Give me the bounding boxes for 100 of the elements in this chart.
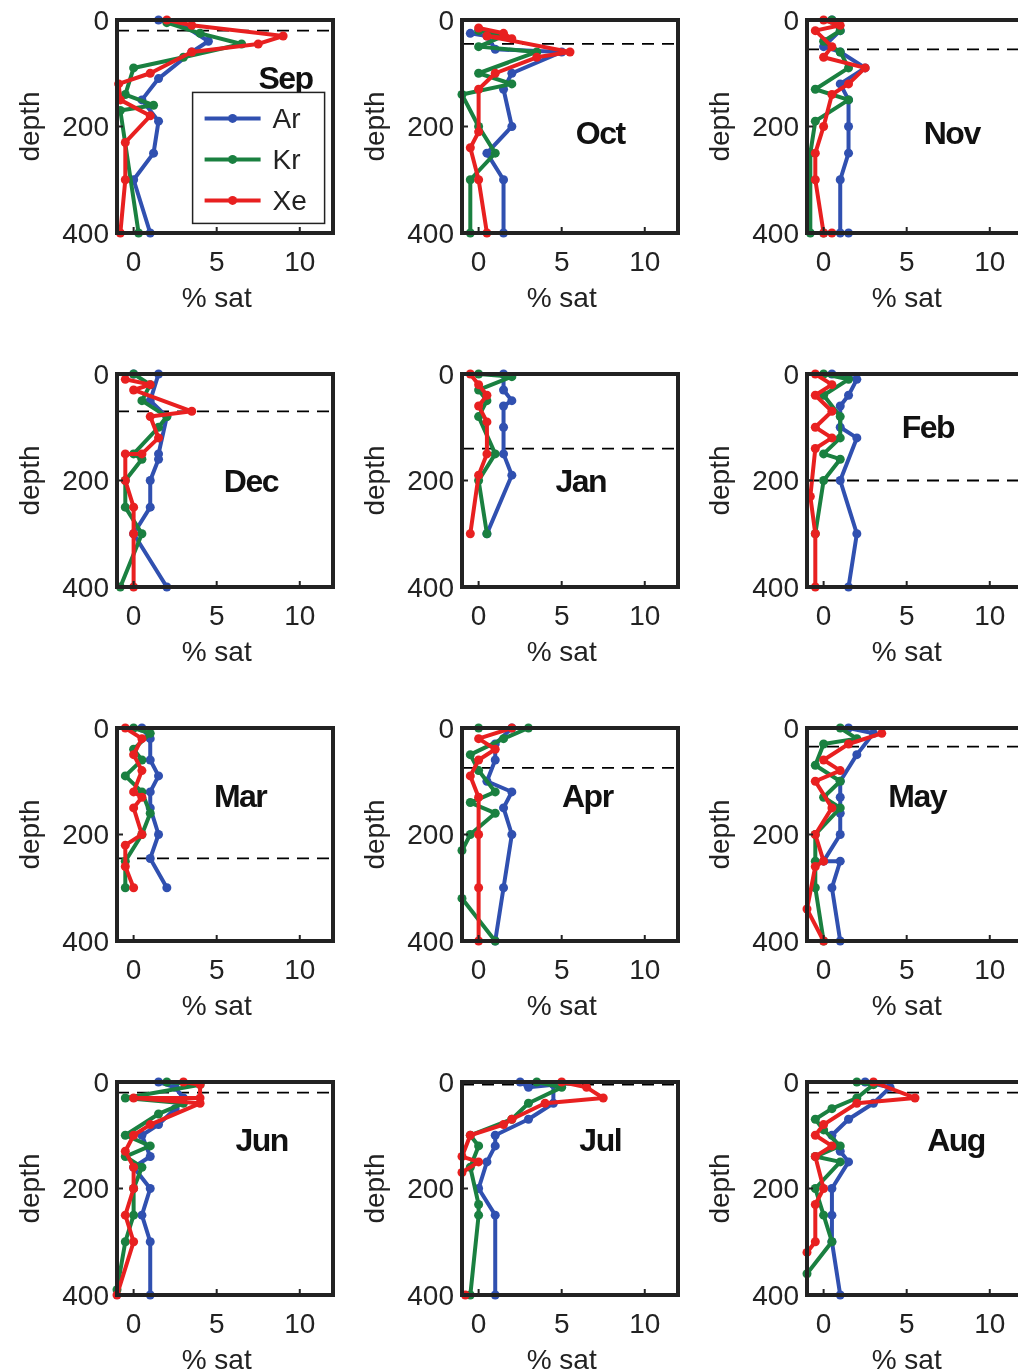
y-tick-label: 400 <box>62 217 109 249</box>
y-axis-title: depth <box>359 799 390 870</box>
x-tick-label: 0 <box>470 246 487 277</box>
y-axis-title: depth <box>14 799 45 870</box>
text: Mar <box>213 778 268 815</box>
y-axis-title: depth <box>704 445 735 516</box>
x-tick-label: 10 <box>284 954 316 985</box>
x-tick-label: 10 <box>974 954 1006 985</box>
x-tick-label: 0 <box>815 954 832 985</box>
x-axis-title: % sat <box>526 1344 597 1371</box>
x-tick-label: 10 <box>284 246 316 277</box>
y-tick-label: 400 <box>752 217 799 249</box>
y-tick-label: 0 <box>93 358 109 390</box>
y-tick-label: 400 <box>407 1279 454 1311</box>
y-tick-label: 0 <box>93 712 109 744</box>
y-tick-label: 200 <box>752 819 799 851</box>
x-axis-title: % sat <box>181 636 252 667</box>
x-tick-label: 10 <box>629 1308 661 1339</box>
x-tick-label: 5 <box>553 954 570 985</box>
x-tick-label: 10 <box>974 1308 1006 1339</box>
y-tick-label: 200 <box>407 1173 454 1205</box>
x-tick-label: 0 <box>815 1308 832 1339</box>
y-tick-label: 400 <box>752 925 799 957</box>
x-tick-label: 0 <box>815 600 832 631</box>
text: Feb <box>901 409 956 446</box>
x-tick-label: 5 <box>898 954 915 985</box>
x-tick-label: 10 <box>629 600 661 631</box>
text: Apr <box>561 778 614 815</box>
x-tick-label: 10 <box>974 600 1006 631</box>
y-tick-label: 400 <box>407 925 454 957</box>
y-tick-label: 0 <box>783 712 799 744</box>
y-tick-label: 200 <box>62 111 109 143</box>
text: Aug <box>927 1121 985 1158</box>
x-tick-label: 5 <box>898 246 915 277</box>
y-axis-title: depth <box>359 445 390 516</box>
y-axis-title: depth <box>704 799 735 870</box>
x-axis-title: % sat <box>871 636 942 667</box>
x-tick-label: 10 <box>629 246 661 277</box>
y-tick-label: 200 <box>62 1173 109 1205</box>
x-tick-label: 5 <box>208 246 225 277</box>
x-tick-label: 0 <box>125 600 142 631</box>
y-tick-label: 0 <box>438 712 454 744</box>
x-tick-label: 5 <box>898 600 915 631</box>
y-tick-label: 200 <box>752 111 799 143</box>
y-tick-label: 0 <box>783 1066 799 1098</box>
text: Nov <box>923 115 982 152</box>
text: Jun <box>235 1121 288 1158</box>
y-tick-label: 200 <box>752 1173 799 1205</box>
y-tick-label: 200 <box>407 819 454 851</box>
text: Sep <box>258 59 314 96</box>
x-tick-label: 0 <box>125 954 142 985</box>
x-tick-label: 0 <box>125 246 142 277</box>
y-tick-label: 400 <box>752 571 799 603</box>
x-tick-label: 5 <box>553 1308 570 1339</box>
y-tick-label: 200 <box>62 819 109 851</box>
y-tick-label: 400 <box>62 1279 109 1311</box>
y-axis-title: depth <box>14 445 45 516</box>
legend-label: Kr <box>272 144 301 176</box>
x-tick-label: 0 <box>470 1308 487 1339</box>
x-tick-label: 10 <box>284 1308 316 1339</box>
text: Dec <box>223 462 279 499</box>
x-axis-title: % sat <box>181 1344 252 1371</box>
x-axis-title: % sat <box>526 990 597 1021</box>
y-tick-label: 200 <box>407 111 454 143</box>
y-axis-title: depth <box>704 1153 735 1224</box>
x-tick-label: 0 <box>125 1308 142 1339</box>
x-axis-title: % sat <box>871 990 942 1021</box>
x-axis-title: % sat <box>871 282 942 313</box>
y-tick-label: 400 <box>407 217 454 249</box>
x-tick-label: 5 <box>208 954 225 985</box>
y-axis-title: depth <box>704 91 735 162</box>
x-tick-label: 5 <box>553 600 570 631</box>
y-tick-label: 0 <box>93 4 109 36</box>
y-tick-label: 0 <box>438 1066 454 1098</box>
text: Jan <box>555 462 607 499</box>
y-tick-label: 200 <box>407 465 454 497</box>
x-tick-label: 0 <box>470 954 487 985</box>
x-tick-label: 10 <box>974 246 1006 277</box>
x-tick-label: 5 <box>898 1308 915 1339</box>
y-axis-title: depth <box>359 1153 390 1224</box>
y-tick-label: 0 <box>438 4 454 36</box>
text: Oct <box>575 115 627 152</box>
x-tick-label: 5 <box>208 1308 225 1339</box>
y-axis-title: depth <box>359 91 390 162</box>
x-tick-label: 0 <box>470 600 487 631</box>
legend-label: Ar <box>272 103 301 135</box>
y-axis-title: depth <box>14 91 45 162</box>
y-tick-label: 0 <box>783 4 799 36</box>
y-tick-label: 0 <box>438 358 454 390</box>
x-axis-title: % sat <box>871 1344 942 1371</box>
y-tick-label: 400 <box>62 925 109 957</box>
y-tick-label: 400 <box>62 571 109 603</box>
y-tick-label: 400 <box>407 571 454 603</box>
x-axis-title: % sat <box>526 282 597 313</box>
y-tick-label: 400 <box>752 1279 799 1311</box>
x-tick-label: 10 <box>284 600 316 631</box>
y-tick-label: 0 <box>783 358 799 390</box>
legend-label: Xe <box>272 185 307 217</box>
x-tick-label: 5 <box>553 246 570 277</box>
y-tick-label: 200 <box>752 465 799 497</box>
